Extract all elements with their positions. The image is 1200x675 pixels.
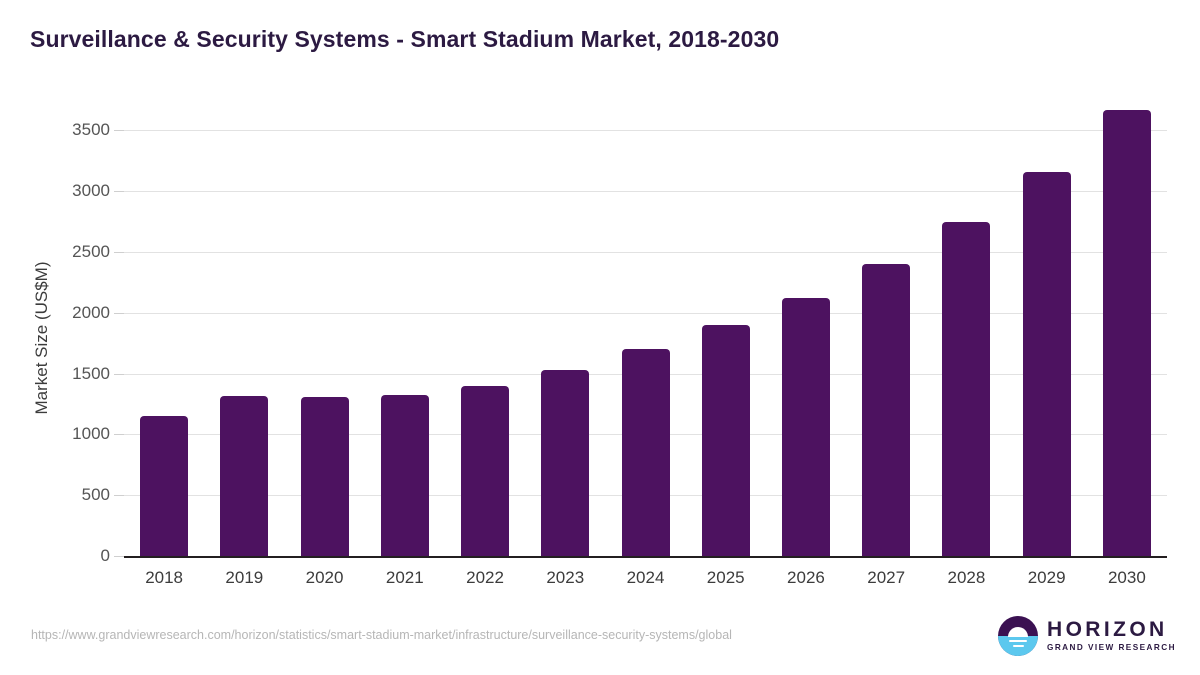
x-tick-label: 2019 <box>225 568 264 587</box>
horizon-logo[interactable]: HORIZON GRAND VIEW RESEARCH <box>998 616 1176 656</box>
bar-2022[interactable] <box>461 385 510 556</box>
bar-2025[interactable] <box>701 324 750 556</box>
bar-2026[interactable] <box>781 297 830 556</box>
plot-area: 0 500 1000 1500 2000 2500 3000 3500 <box>72 100 1167 565</box>
y-tick-mark <box>114 191 124 193</box>
x-tick-label: 2025 <box>706 568 745 587</box>
y-axis-title: Market Size (US$M) <box>32 261 51 415</box>
logo-name: HORIZON <box>1047 618 1168 642</box>
bar-2023[interactable] <box>541 369 590 556</box>
x-tick-label: 2030 <box>1107 568 1146 587</box>
bar-series <box>124 100 1167 556</box>
logo-tagline: GRAND VIEW RESEARCH <box>1047 643 1176 653</box>
bar-2019[interactable] <box>220 396 269 556</box>
x-tick-label: 2029 <box>1027 568 1066 587</box>
bar-2029[interactable] <box>1022 172 1071 556</box>
bar-2027[interactable] <box>862 263 911 556</box>
y-tick-mark <box>114 130 124 132</box>
bar-2024[interactable] <box>621 348 670 556</box>
gridline <box>124 130 1167 132</box>
gridline <box>124 191 1167 193</box>
bar-2030[interactable] <box>1102 110 1151 556</box>
y-tick-label: 1500 <box>72 363 110 383</box>
y-tick-label: 2500 <box>72 242 110 261</box>
x-tick-label: 2027 <box>867 568 906 587</box>
x-tick-label: 2028 <box>947 568 986 587</box>
y-tick-label: 3000 <box>72 181 110 201</box>
bar-2018[interactable] <box>140 416 189 556</box>
y-tick-label: 1000 <box>72 424 110 444</box>
x-tick-label: 2026 <box>787 568 825 587</box>
x-tick-label: 2022 <box>466 568 504 587</box>
x-axis-line <box>124 556 1167 558</box>
bar-2021[interactable] <box>380 394 429 556</box>
source-url[interactable]: https://www.grandviewresearch.com/horizo… <box>31 628 732 642</box>
y-tick-mark <box>114 373 124 375</box>
bar-2028[interactable] <box>942 222 991 556</box>
y-tick-mark <box>114 252 124 253</box>
gridline <box>124 252 1167 253</box>
y-tick-mark <box>114 312 124 314</box>
horizon-logo-icon <box>998 616 1038 656</box>
x-tick-label: 2024 <box>626 568 665 587</box>
y-tick-mark <box>114 556 124 557</box>
y-tick-label: 500 <box>81 485 110 505</box>
x-tick-label: 2021 <box>385 568 424 587</box>
x-axis-ticks: 2018 2019 2020 2021 2022 2023 2024 2025 2026 2027… <box>124 568 1167 596</box>
y-tick-mark <box>114 495 124 497</box>
gridline <box>124 312 1167 314</box>
y-tick-mark <box>114 434 124 436</box>
y-tick-label: 3500 <box>72 120 110 140</box>
x-tick-label: 2023 <box>546 568 585 587</box>
y-tick-label: 0 <box>100 546 110 565</box>
y-tick-label: 2000 <box>72 302 110 322</box>
page-title: Surveillance & Security Systems - Smart … <box>30 26 780 52</box>
x-tick-label: 2020 <box>305 568 344 587</box>
bar-2020[interactable] <box>300 397 349 556</box>
x-tick-label: 2018 <box>145 568 184 587</box>
